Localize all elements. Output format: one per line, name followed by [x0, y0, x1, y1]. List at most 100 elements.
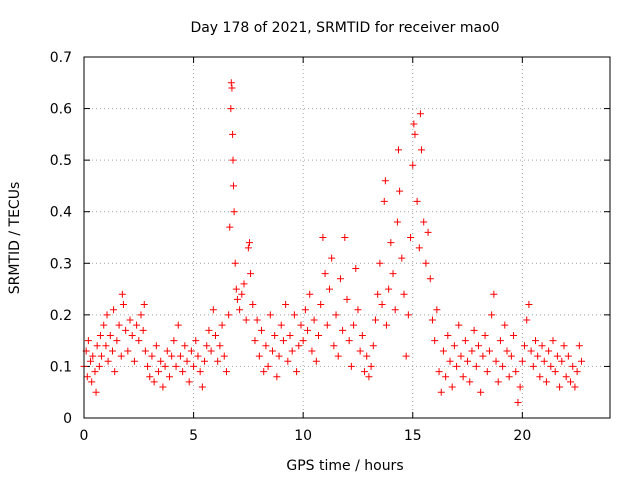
- data-point: [140, 301, 148, 309]
- data-point: [455, 321, 463, 329]
- data-point: [124, 347, 132, 355]
- x-tick-label: 5: [189, 428, 198, 444]
- data-point: [354, 306, 362, 314]
- data-point: [118, 290, 126, 298]
- chart-title: Day 178 of 2021, SRMTID for receiver mao…: [190, 20, 499, 36]
- y-tick-label: 0.4: [50, 205, 72, 221]
- data-point: [216, 342, 224, 350]
- data-point: [319, 234, 327, 241]
- data-point: [146, 373, 154, 381]
- data-point: [381, 177, 389, 185]
- x-axis-label: GPS time / hours: [286, 458, 403, 474]
- data-point: [227, 79, 235, 87]
- data-point: [518, 357, 526, 365]
- data-point: [514, 399, 522, 407]
- data-point: [365, 373, 373, 381]
- data-point: [128, 331, 136, 339]
- data-point: [330, 342, 338, 350]
- data-point: [369, 342, 377, 350]
- data-point: [521, 342, 529, 350]
- data-point: [398, 254, 406, 262]
- data-point: [356, 347, 364, 355]
- data-point: [275, 352, 283, 360]
- data-point: [510, 331, 518, 339]
- data-point: [453, 362, 461, 370]
- data-point: [352, 264, 360, 272]
- data-point: [437, 388, 445, 396]
- data-point: [240, 280, 248, 288]
- data-point: [312, 357, 320, 365]
- data-point: [389, 270, 397, 278]
- y-tick-label: 0.5: [50, 153, 72, 169]
- data-point: [209, 306, 217, 314]
- data-point: [542, 378, 550, 386]
- data-point: [556, 383, 564, 391]
- data-point: [176, 352, 184, 360]
- data-point: [137, 311, 145, 319]
- data-point: [527, 347, 535, 355]
- data-point: [407, 234, 415, 241]
- data-point: [431, 337, 439, 345]
- x-tick-label: 20: [513, 428, 531, 444]
- data-point: [551, 368, 559, 376]
- data-point: [288, 347, 296, 355]
- data-point: [271, 331, 279, 339]
- data-point: [457, 352, 465, 360]
- data-point: [358, 331, 366, 339]
- data-point: [155, 368, 163, 376]
- data-point: [304, 326, 312, 334]
- data-point: [253, 316, 261, 324]
- data-point: [130, 357, 138, 365]
- y-axis-label: SRMTID / TECUs: [7, 182, 23, 295]
- data-point: [264, 362, 272, 370]
- data-point: [415, 244, 423, 252]
- data-point: [260, 368, 268, 376]
- plot-frame: [83, 56, 611, 419]
- data-point: [426, 275, 434, 283]
- data-point: [229, 182, 237, 190]
- data-point: [325, 285, 333, 293]
- data-point: [258, 326, 266, 334]
- data-point: [290, 311, 298, 319]
- data-point: [450, 342, 458, 350]
- data-point: [553, 352, 561, 360]
- data-point: [229, 130, 237, 138]
- data-point: [92, 388, 100, 396]
- x-tick-label: 15: [404, 428, 422, 444]
- data-point: [284, 357, 292, 365]
- data-point: [126, 316, 134, 324]
- data-point: [575, 342, 583, 350]
- data-point: [111, 368, 119, 376]
- data-point: [228, 84, 236, 92]
- data-point: [400, 290, 408, 298]
- data-point: [230, 208, 238, 216]
- data-point: [393, 218, 401, 226]
- data-point: [198, 383, 206, 391]
- data-point: [347, 362, 355, 370]
- data-point: [413, 197, 421, 205]
- data-point: [409, 161, 417, 169]
- data-point: [84, 337, 92, 345]
- data-point: [179, 368, 187, 376]
- data-point: [428, 316, 436, 324]
- y-tick-label: 0.3: [50, 256, 72, 272]
- data-point: [226, 223, 234, 231]
- data-point: [411, 130, 419, 138]
- y-tick-label: 0: [63, 411, 72, 427]
- data-point: [317, 301, 325, 309]
- data-point: [242, 316, 250, 324]
- data-point: [464, 357, 472, 365]
- data-point: [244, 244, 252, 252]
- data-point: [472, 362, 480, 370]
- data-point: [461, 337, 469, 345]
- data-point: [540, 357, 548, 365]
- data-point: [569, 362, 577, 370]
- data-point: [490, 290, 498, 298]
- data-point: [545, 347, 553, 355]
- data-point: [339, 326, 347, 334]
- data-point: [402, 352, 410, 360]
- data-point: [391, 306, 399, 314]
- data-point: [247, 270, 255, 278]
- data-point: [236, 306, 244, 314]
- data-point: [378, 301, 386, 309]
